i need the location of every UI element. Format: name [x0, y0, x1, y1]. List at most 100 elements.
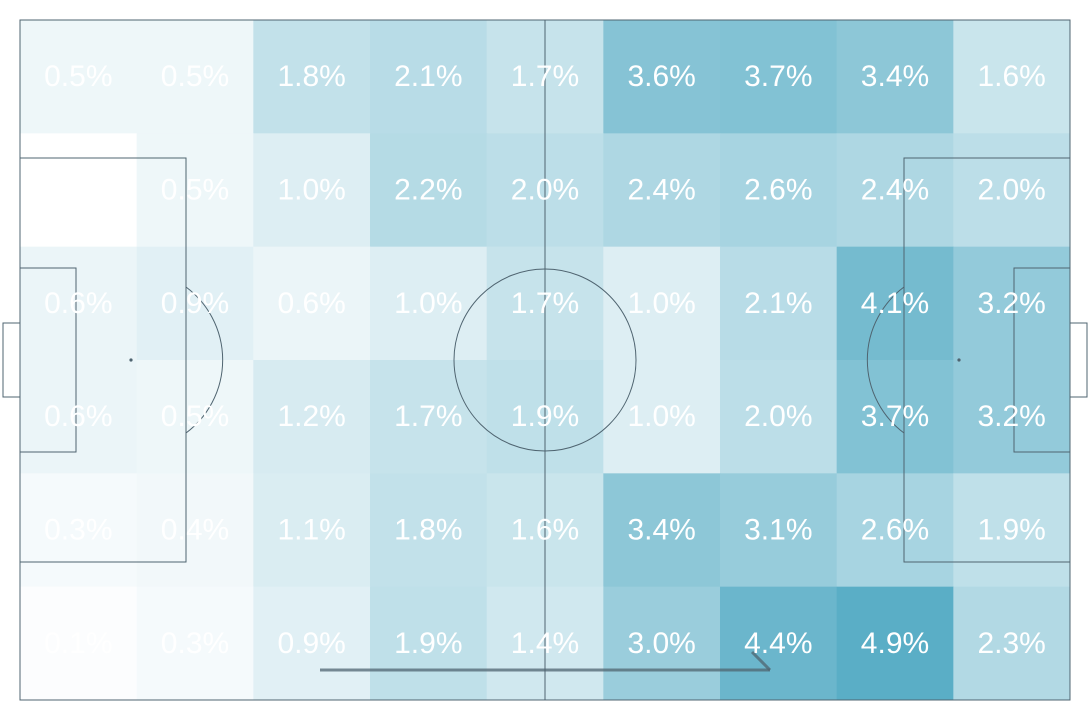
heatmap-cell: [953, 360, 1071, 474]
heatmap-cell-label: 1.0%: [394, 287, 462, 320]
heatmap-cell-label: 1.7%: [511, 60, 579, 93]
heatmap-cell-label: 4.4%: [744, 627, 812, 660]
heatmap-cell: [20, 360, 138, 474]
heatmap-cell: [136, 360, 254, 474]
right-penalty-arc: [866, 286, 905, 434]
heatmap-cell: [253, 360, 371, 474]
left-penalty-arc: [185, 286, 224, 434]
right-penalty-spot: [957, 358, 961, 362]
heatmap-cell-label: 4.1%: [861, 287, 929, 320]
heatmap-cell-label: 1.1%: [277, 514, 345, 547]
heatmap-cell-label: 2.6%: [744, 174, 812, 207]
heatmap-cell-label: 2.6%: [861, 514, 929, 547]
heatmap-cell-label: 3.6%: [627, 60, 695, 93]
heatmap-cell-label: 0.5%: [161, 400, 229, 433]
heatmap-cell: [136, 473, 254, 588]
centre-circle: [453, 268, 637, 452]
heatmap-cell-label: 3.2%: [977, 400, 1045, 433]
heatmap-cell-label: 0.9%: [277, 627, 345, 660]
heatmap-cell: [603, 360, 721, 474]
heatmap-cell-label: 2.3%: [977, 627, 1045, 660]
heatmap-cell-label: 0.5%: [161, 174, 229, 207]
heatmap-cell-label: 1.4%: [511, 627, 579, 660]
heatmap-cell-label: 3.4%: [861, 60, 929, 93]
heatmap-cell-label: 3.7%: [861, 400, 929, 433]
heatmap-cell: [836, 133, 954, 248]
heatmap-cell-label: 0.5%: [161, 60, 229, 93]
heatmap-cell: [370, 360, 488, 474]
heatmap-cell: [20, 20, 138, 134]
heatmap-cell-label: 1.9%: [394, 627, 462, 660]
heatmap-cell-label: 0.1%: [44, 627, 112, 660]
heatmap-cell: [953, 473, 1071, 588]
heatmap-cell-label: 1.6%: [511, 514, 579, 547]
heatmap-cell: [253, 20, 371, 134]
heatmap-cell: [836, 360, 954, 474]
heatmap-cell-label: 0.5%: [44, 60, 112, 93]
heatmap-cell-label: 3.7%: [744, 60, 812, 93]
heatmap-cell: [20, 133, 138, 248]
heatmap-cell-label: 1.7%: [394, 400, 462, 433]
heatmap-cell-label: 3.4%: [627, 514, 695, 547]
heatmap-cell: [603, 473, 721, 588]
heatmap-cell-label: 1.0%: [277, 174, 345, 207]
heatmap-cell: [20, 586, 138, 701]
heatmap-cell-label: 1.9%: [977, 514, 1045, 547]
heatmap-cell-label: 3.0%: [627, 627, 695, 660]
heatmap-cell: [720, 473, 838, 588]
heatmap-cell: [836, 473, 954, 588]
heatmap-cell: [603, 133, 721, 248]
heatmap-cell-label: 1.6%: [977, 60, 1045, 93]
attack-direction-arrow: [320, 650, 772, 672]
heatmap-cell-label: 2.4%: [861, 174, 929, 207]
heatmap-cell-label: 0.6%: [277, 287, 345, 320]
heatmap-cell: [720, 133, 838, 248]
heatmap-cell-label: 4.9%: [861, 627, 929, 660]
pitch-markings: [2, 19, 1088, 701]
heatmap-cell-label: 3.1%: [744, 514, 812, 547]
heatmap-cell: [136, 20, 254, 134]
heatmap-cell: [720, 246, 838, 361]
heatmap-labels: 0.5% 0.5% 1.8% 2.1% 1.7% 3.6% 3.7% 3.4% 1.6% 0.5%…: [44, 60, 1046, 660]
heatmap-cell: [20, 246, 138, 361]
heatmap-cell: [370, 473, 488, 588]
heatmap-cell: [603, 586, 721, 701]
heatmap-cell: [370, 586, 488, 701]
heatmap-cell-label: 0.3%: [161, 627, 229, 660]
heatmap-cell: [253, 133, 371, 248]
heatmap-cell: [20, 473, 138, 588]
heatmap-cell: [953, 133, 1071, 248]
heatmap-cell-label: 1.8%: [277, 60, 345, 93]
right-goal: [1069, 322, 1088, 398]
heatmap-cell-label: 1.8%: [394, 514, 462, 547]
heatmap-cell-label: 2.0%: [511, 174, 579, 207]
heatmap-cell-label: 2.2%: [394, 174, 462, 207]
heatmap-cell: [603, 246, 721, 361]
heatmap-cell: [836, 586, 954, 701]
heatmap-cell-label: 2.4%: [627, 174, 695, 207]
heatmap-cell: [953, 20, 1071, 134]
heatmap-cell-label: 1.9%: [511, 400, 579, 433]
heatmap-cell-label: 2.1%: [744, 287, 812, 320]
heatmap-cell: [253, 586, 371, 701]
heatmap-cell-label: 1.0%: [627, 400, 695, 433]
heatmap-cell: [136, 246, 254, 361]
heatmap-cell: [720, 20, 838, 134]
heatmap-cell-label: 0.3%: [44, 514, 112, 547]
heatmap-cell: [136, 586, 254, 701]
heatmap-cell: [370, 20, 488, 134]
heatmap-cell: [953, 246, 1071, 361]
heatmap-cell: [253, 246, 371, 361]
heatmap-cell-label: 3.2%: [977, 287, 1045, 320]
heatmap-cell: [603, 20, 721, 134]
heatmap-cell-label: 2.1%: [394, 60, 462, 93]
heatmap-cell: [720, 586, 838, 701]
heatmap-cell: [136, 133, 254, 248]
left-goal: [2, 322, 21, 398]
heatmap-cell-label: 1.7%: [511, 287, 579, 320]
heatmap-cell-label: 2.0%: [744, 400, 812, 433]
heatmap-cell: [253, 473, 371, 588]
heatmap-cell-label: 0.6%: [44, 287, 112, 320]
heatmap-cell-label: 2.0%: [977, 174, 1045, 207]
